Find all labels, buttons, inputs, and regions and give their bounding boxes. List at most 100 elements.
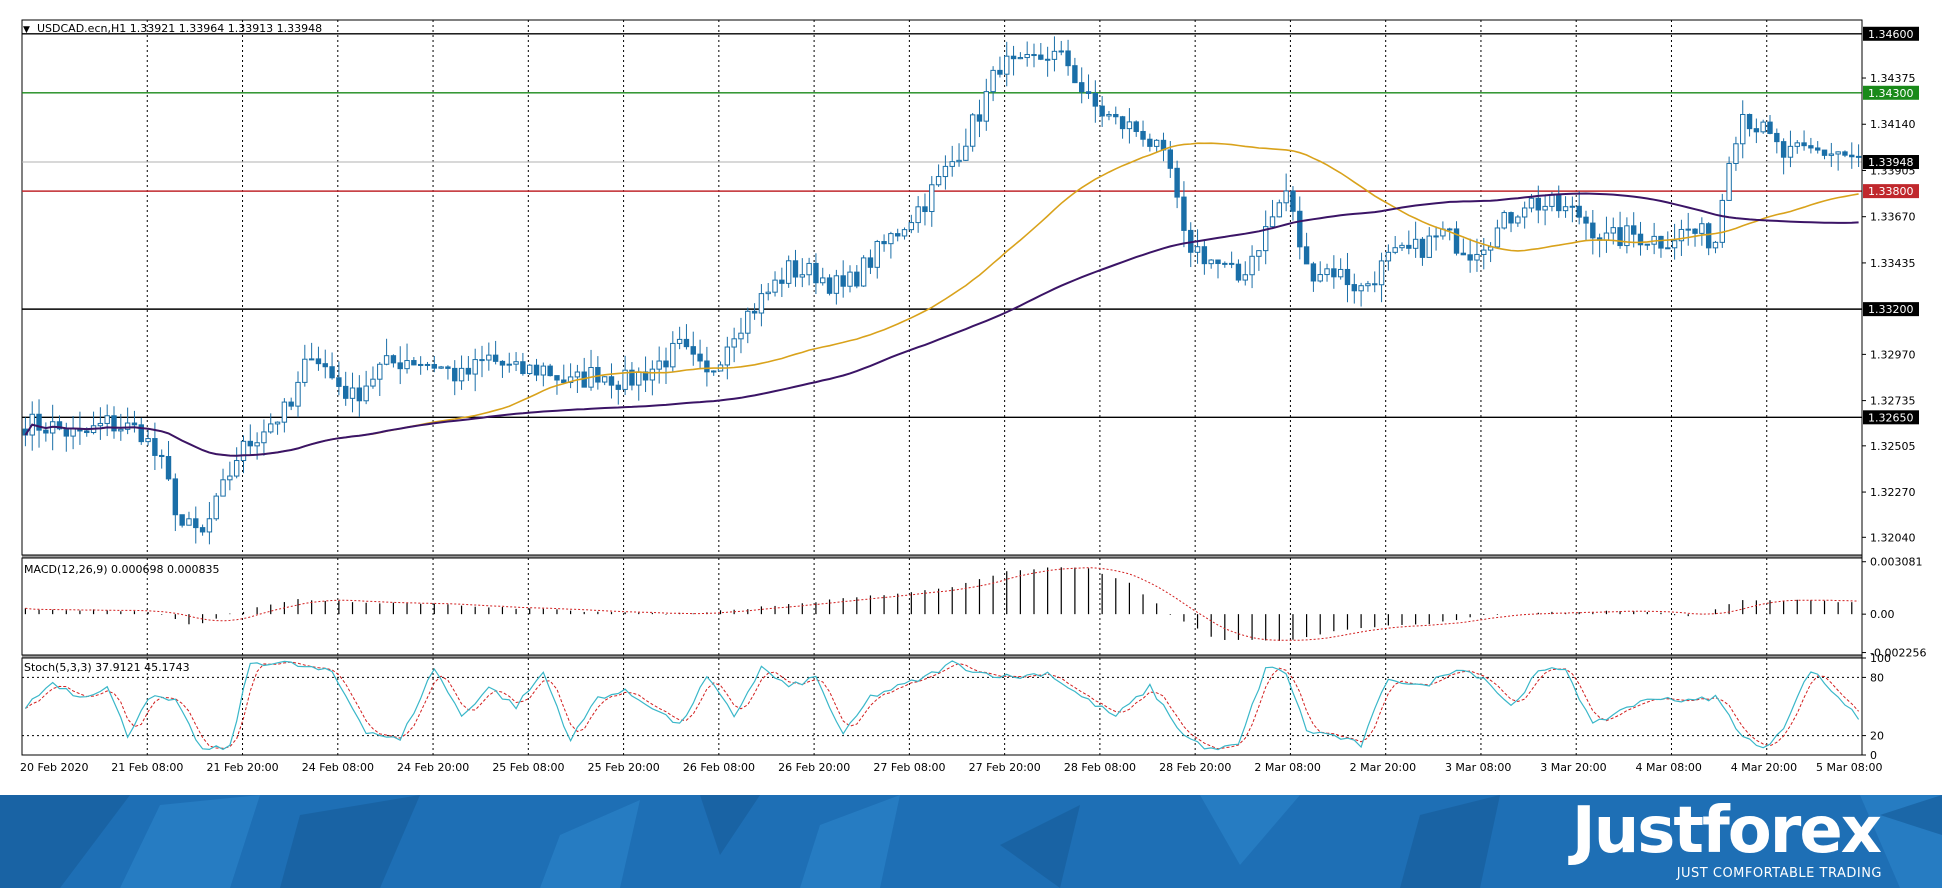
- candle[interactable]: [404, 360, 410, 370]
- candle[interactable]: [785, 260, 792, 284]
- candle[interactable]: [1263, 226, 1269, 252]
- candle[interactable]: [1412, 238, 1419, 249]
- candle[interactable]: [1317, 274, 1323, 282]
- candle[interactable]: [540, 365, 547, 376]
- candle[interactable]: [711, 370, 717, 373]
- candle[interactable]: [1774, 132, 1780, 143]
- candle[interactable]: [472, 359, 478, 375]
- candle[interactable]: [1113, 113, 1119, 118]
- candle[interactable]: [751, 310, 758, 314]
- candle[interactable]: [1481, 249, 1487, 255]
- candle[interactable]: [854, 271, 860, 287]
- candle[interactable]: [411, 360, 417, 366]
- candle[interactable]: [479, 359, 485, 362]
- candle[interactable]: [690, 346, 696, 355]
- candle[interactable]: [1801, 142, 1807, 147]
- candle[interactable]: [1385, 251, 1392, 262]
- candle[interactable]: [1658, 235, 1664, 249]
- candle[interactable]: [1569, 205, 1576, 208]
- candle[interactable]: [1610, 227, 1616, 234]
- candle[interactable]: [247, 440, 253, 447]
- candle[interactable]: [1685, 228, 1691, 231]
- candle[interactable]: [567, 376, 574, 384]
- candle[interactable]: [922, 206, 928, 213]
- candle[interactable]: [1753, 128, 1760, 133]
- candle[interactable]: [636, 371, 642, 386]
- candle[interactable]: [227, 475, 233, 481]
- candle[interactable]: [1038, 54, 1044, 60]
- price-chart[interactable]: 20 Feb 2020 21 Feb 08:00 21 Feb 20:00 24 Fe…: [0, 0, 1942, 795]
- candle[interactable]: [1147, 138, 1153, 147]
- candle[interactable]: [779, 279, 785, 284]
- candle[interactable]: [738, 332, 744, 340]
- candle[interactable]: [1365, 283, 1371, 287]
- candle[interactable]: [1665, 247, 1671, 250]
- candle[interactable]: [390, 355, 397, 364]
- candle[interactable]: [1828, 153, 1835, 156]
- candle[interactable]: [1453, 228, 1460, 254]
- candle[interactable]: [731, 338, 737, 348]
- candle[interactable]: [1447, 228, 1453, 231]
- candle[interactable]: [1780, 141, 1787, 158]
- candle[interactable]: [131, 422, 138, 426]
- candle[interactable]: [1344, 268, 1351, 286]
- candle[interactable]: [1031, 54, 1037, 57]
- candle[interactable]: [615, 384, 621, 390]
- candle[interactable]: [254, 442, 260, 447]
- candle[interactable]: [295, 381, 301, 407]
- candle[interactable]: [901, 229, 908, 237]
- candle[interactable]: [1542, 205, 1548, 211]
- candle[interactable]: [274, 421, 281, 425]
- candle[interactable]: [1079, 82, 1085, 93]
- candle[interactable]: [220, 479, 226, 497]
- candle[interactable]: [1637, 233, 1644, 246]
- candle[interactable]: [1794, 142, 1800, 147]
- candle[interactable]: [826, 277, 833, 294]
- candle[interactable]: [1494, 227, 1501, 248]
- candle[interactable]: [1808, 145, 1814, 149]
- candle[interactable]: [1726, 162, 1732, 201]
- candle[interactable]: [288, 401, 294, 407]
- candle[interactable]: [322, 363, 328, 368]
- candle[interactable]: [383, 355, 390, 365]
- candle[interactable]: [1419, 238, 1426, 258]
- candle[interactable]: [1562, 206, 1569, 212]
- candle[interactable]: [963, 145, 969, 161]
- candle[interactable]: [554, 375, 560, 381]
- candle[interactable]: [1712, 241, 1719, 249]
- candle[interactable]: [36, 413, 42, 431]
- candle[interactable]: [240, 440, 247, 462]
- candle[interactable]: [1746, 113, 1753, 130]
- candle[interactable]: [1303, 246, 1310, 265]
- candle[interactable]: [1235, 263, 1242, 281]
- candle[interactable]: [1760, 121, 1766, 133]
- candle[interactable]: [820, 277, 826, 284]
- candle[interactable]: [1085, 91, 1092, 94]
- candle[interactable]: [1208, 259, 1214, 265]
- candle[interactable]: [1092, 92, 1099, 107]
- candle[interactable]: [1276, 202, 1283, 218]
- candle[interactable]: [513, 361, 519, 365]
- candle[interactable]: [888, 233, 894, 245]
- candle[interactable]: [97, 422, 104, 427]
- candle[interactable]: [670, 342, 676, 368]
- candle[interactable]: [704, 360, 710, 373]
- candle[interactable]: [1767, 121, 1773, 134]
- candle[interactable]: [1337, 268, 1344, 278]
- candle[interactable]: [1576, 205, 1582, 218]
- candle[interactable]: [506, 363, 512, 366]
- candle[interactable]: [458, 367, 465, 382]
- candle[interactable]: [1358, 285, 1364, 292]
- candle[interactable]: [1004, 55, 1010, 75]
- candle[interactable]: [895, 233, 901, 237]
- candle[interactable]: [983, 91, 989, 122]
- candle[interactable]: [1140, 130, 1146, 140]
- candle[interactable]: [1283, 190, 1289, 204]
- candle[interactable]: [431, 364, 437, 369]
- candle[interactable]: [1624, 225, 1630, 247]
- candle[interactable]: [969, 114, 976, 147]
- candle[interactable]: [165, 456, 172, 480]
- candle[interactable]: [976, 114, 983, 122]
- candle[interactable]: [949, 161, 955, 167]
- candle[interactable]: [520, 361, 526, 375]
